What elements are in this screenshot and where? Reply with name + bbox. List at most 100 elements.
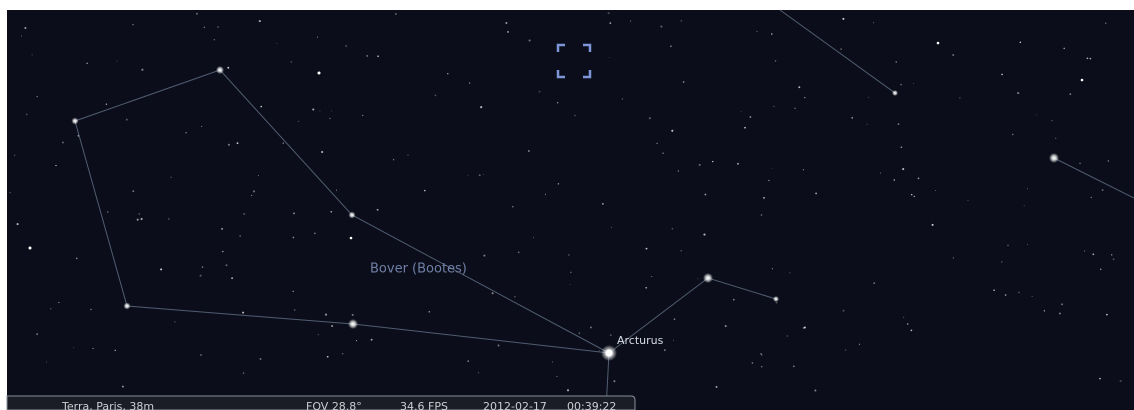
faint-star (952, 257, 954, 259)
faint-star (1079, 162, 1081, 165)
faint-star (900, 83, 902, 86)
faint-star (842, 17, 845, 20)
faint-star (673, 318, 676, 321)
faint-star (168, 218, 170, 220)
faint-star (880, 172, 882, 174)
faint-star (851, 117, 854, 119)
faint-star (697, 278, 699, 280)
sky-background (7, 10, 1134, 410)
faint-star (1101, 189, 1104, 192)
faint-star (844, 349, 847, 351)
faint-star (740, 111, 742, 113)
faint-star (1089, 57, 1092, 60)
faint-star (491, 292, 494, 295)
faint-star (1035, 114, 1037, 116)
star (936, 41, 940, 45)
faint-star (125, 118, 128, 121)
faint-star (770, 33, 773, 35)
faint-star (761, 354, 763, 356)
star (216, 66, 224, 74)
faint-star (170, 176, 172, 179)
faint-star (760, 353, 762, 355)
faint-star (483, 174, 485, 175)
faint-star (609, 57, 611, 58)
faint-star (36, 95, 38, 98)
faint-star (931, 223, 934, 226)
faint-star (107, 211, 109, 213)
faint-star (804, 97, 806, 99)
faint-star (873, 282, 876, 284)
faint-star (897, 123, 900, 125)
faint-star (715, 385, 718, 388)
faint-star (483, 254, 486, 257)
faint-star (1105, 22, 1107, 24)
faint-star (760, 214, 763, 216)
faint-star (917, 177, 920, 180)
faint-star (656, 142, 658, 145)
faint-star (517, 251, 520, 254)
faint-star (900, 146, 903, 149)
faint-star (116, 60, 118, 62)
faint-star (467, 360, 470, 362)
faint-star (326, 355, 329, 358)
faint-star (236, 142, 239, 145)
faint-star (1119, 379, 1122, 383)
faint-star (480, 106, 483, 109)
faint-star (252, 190, 256, 193)
star (892, 90, 898, 96)
faint-star (467, 175, 469, 177)
reticle-corner (556, 70, 565, 79)
faint-stars (9, 12, 1122, 392)
faint-star (376, 208, 379, 211)
faint-star (967, 199, 969, 202)
faint-star (775, 301, 778, 304)
faint-star (570, 271, 572, 274)
faint-star (1099, 377, 1101, 380)
faint-star (1023, 205, 1025, 207)
time: 00:39:22 (567, 400, 616, 410)
faint-star (557, 183, 560, 185)
faint-star (331, 325, 334, 327)
faint-star (434, 94, 437, 97)
faint-star (756, 30, 758, 32)
faint-star (132, 190, 135, 193)
date: 2012-02-17 (483, 400, 547, 410)
fps: 34.6 FPS (400, 400, 448, 410)
faint-star (370, 338, 373, 341)
faint-star (544, 193, 546, 195)
faint-star (893, 179, 896, 181)
faint-star (670, 45, 672, 48)
faint-star (842, 309, 845, 312)
faint-star (858, 343, 861, 345)
star (348, 211, 356, 219)
faint-star (1099, 268, 1102, 271)
faint-star (511, 205, 514, 208)
faint-star (321, 150, 324, 154)
faint-star (174, 321, 176, 323)
faint-star (330, 210, 333, 213)
faint-star (602, 203, 604, 205)
faint-star (1051, 119, 1053, 122)
faint-star (345, 45, 347, 47)
star (773, 296, 779, 302)
faint-star (1001, 261, 1003, 263)
faint-star (227, 143, 230, 146)
faint-star (794, 107, 796, 109)
faint-star (1058, 312, 1061, 315)
reticle-corner (583, 43, 592, 52)
faint-star (1018, 291, 1020, 294)
faint-star (468, 82, 471, 84)
faint-star (317, 334, 319, 336)
faint-star (906, 323, 909, 325)
faint-star (568, 254, 570, 256)
faint-star (868, 96, 870, 98)
faint-star (121, 385, 124, 388)
faint-star (13, 154, 16, 156)
faint-star (1027, 188, 1029, 190)
faint-star (533, 237, 534, 239)
star (605, 349, 613, 357)
faint-star (952, 53, 955, 57)
faint-star (217, 26, 219, 28)
